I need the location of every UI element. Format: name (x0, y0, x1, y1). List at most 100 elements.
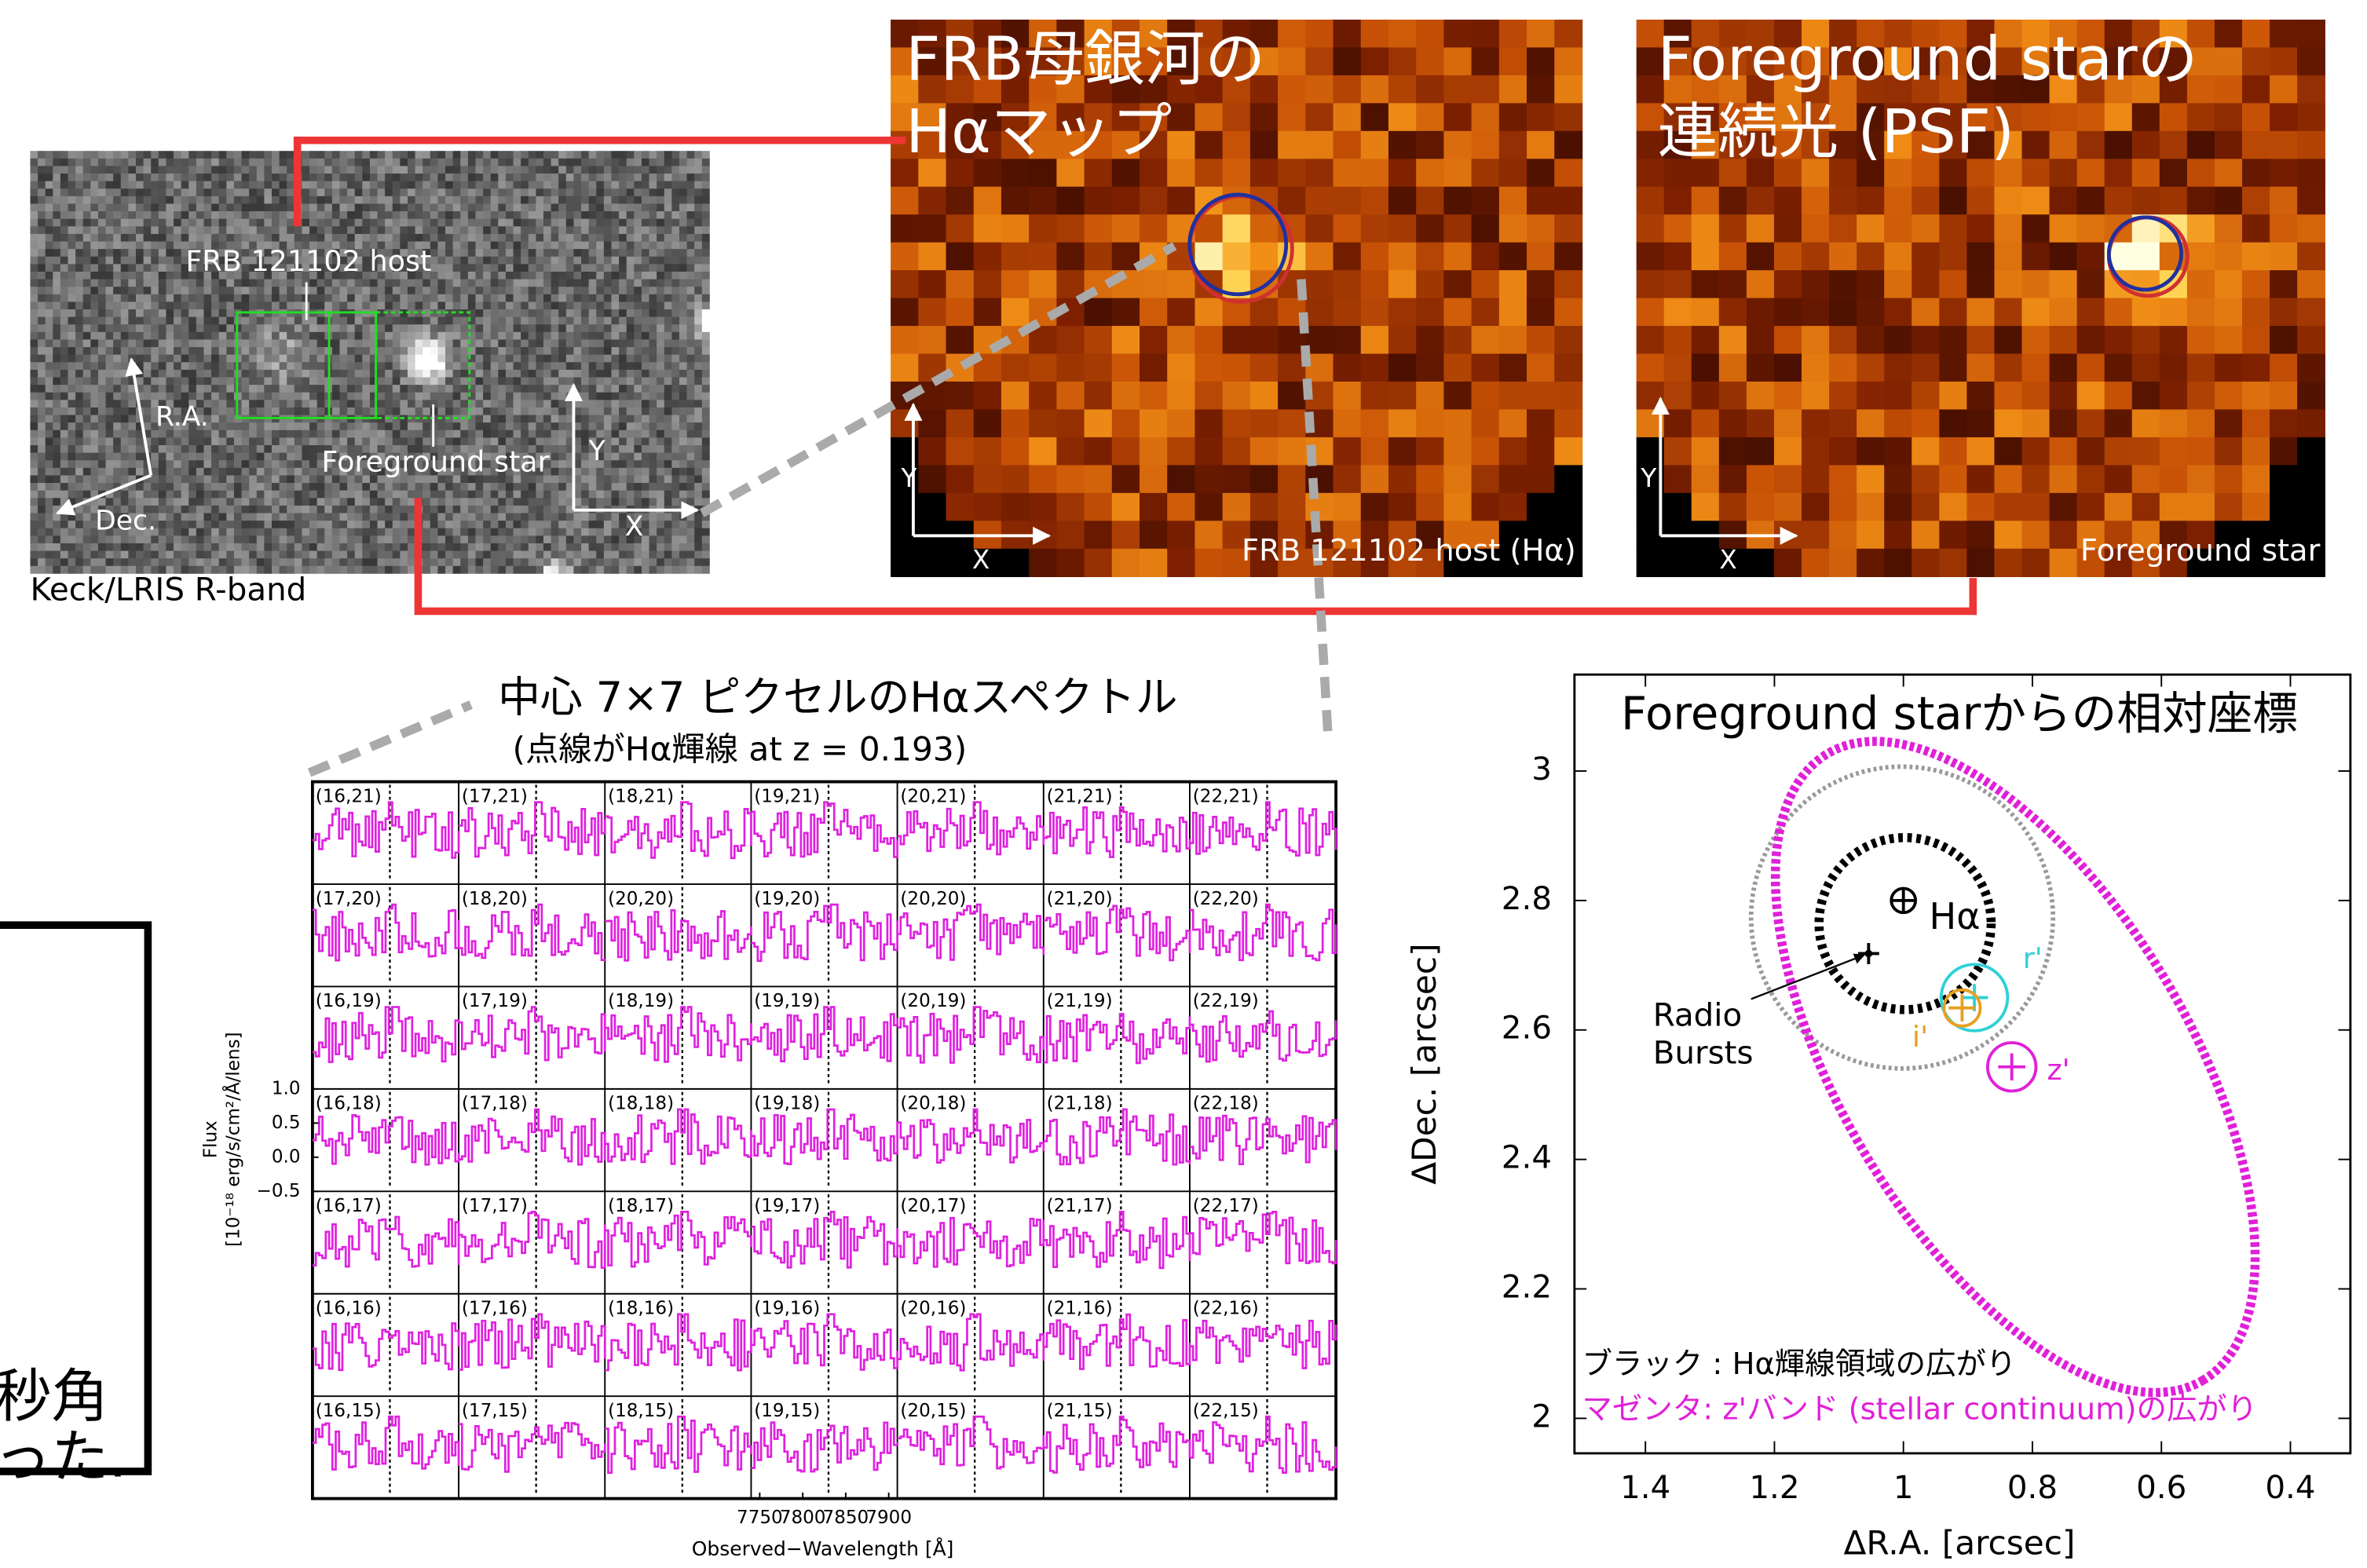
image-pixel (581, 309, 589, 317)
image-pixel (385, 528, 393, 536)
image-pixel (332, 188, 340, 196)
image-pixel (249, 491, 257, 499)
image-pixel (203, 491, 211, 499)
image-pixel (46, 309, 53, 317)
image-pixel (611, 475, 619, 483)
image-pixel (347, 355, 355, 363)
image-pixel (611, 400, 619, 408)
image-pixel (60, 430, 68, 438)
image-pixel (302, 513, 309, 521)
image-pixel (60, 211, 68, 219)
image-pixel (393, 151, 401, 159)
image-pixel (679, 437, 687, 445)
image-pixel (339, 151, 347, 159)
image-pixel (687, 468, 695, 476)
image-pixel (302, 166, 309, 174)
image-pixel (408, 535, 415, 543)
image-pixel (151, 551, 159, 559)
image-pixel (83, 324, 91, 332)
image-pixel (30, 166, 38, 174)
image-pixel (309, 347, 317, 355)
image-pixel (302, 362, 309, 370)
image-pixel (514, 400, 521, 408)
image-pixel (75, 528, 83, 536)
image-pixel (694, 566, 702, 574)
image-pixel (98, 226, 106, 234)
image-pixel (408, 203, 415, 211)
image-pixel (83, 159, 91, 166)
image-pixel (347, 393, 355, 400)
image-pixel (657, 249, 664, 257)
image-pixel (234, 188, 242, 196)
image-pixel (339, 219, 347, 227)
image-pixel (287, 355, 295, 363)
image-pixel (460, 280, 468, 287)
image-pixel (385, 535, 393, 543)
image-pixel (203, 174, 211, 181)
image-pixel (589, 226, 597, 234)
image-pixel (272, 498, 280, 506)
image-pixel (679, 332, 687, 340)
image-pixel (475, 188, 483, 196)
image-pixel (188, 234, 196, 242)
image-pixel (649, 249, 657, 257)
image-pixel (634, 242, 642, 250)
image-pixel (521, 234, 529, 242)
image-pixel (113, 543, 121, 551)
image-pixel (136, 551, 144, 559)
image-pixel (400, 355, 408, 363)
image-pixel (400, 558, 408, 566)
image-pixel (68, 483, 75, 491)
image-pixel (581, 159, 589, 166)
image-pixel (657, 521, 664, 528)
image-pixel (90, 430, 98, 438)
image-pixel (280, 551, 287, 559)
image-pixel (551, 415, 559, 423)
image-pixel (219, 188, 227, 196)
image-pixel (30, 370, 38, 378)
image-pixel (362, 181, 370, 189)
image-pixel (558, 453, 566, 461)
image-pixel (551, 468, 559, 476)
image-pixel (53, 234, 60, 242)
image-pixel (159, 558, 166, 566)
image-pixel (46, 188, 53, 196)
image-pixel (491, 188, 499, 196)
image-pixel (362, 430, 370, 438)
image-pixel (521, 196, 529, 204)
image-pixel (506, 257, 514, 265)
image-pixel (226, 528, 234, 536)
image-pixel (347, 151, 355, 159)
image-pixel (309, 491, 317, 499)
image-pixel (188, 302, 196, 309)
image-pixel (121, 264, 129, 272)
image-pixel (521, 287, 529, 294)
image-pixel (302, 393, 309, 400)
image-pixel (324, 294, 332, 302)
image-pixel (151, 324, 159, 332)
image-pixel (90, 347, 98, 355)
image-pixel (385, 430, 393, 438)
image-pixel (596, 491, 604, 499)
image-pixel (53, 151, 60, 159)
image-pixel (113, 453, 121, 461)
image-pixel (166, 551, 174, 559)
image-pixel (166, 385, 174, 393)
image-pixel (415, 203, 423, 211)
image-pixel (506, 378, 514, 386)
image-pixel (75, 491, 83, 499)
image-pixel (400, 535, 408, 543)
image-pixel (317, 430, 325, 438)
image-pixel (287, 483, 295, 491)
image-pixel (679, 302, 687, 309)
image-pixel (196, 483, 204, 491)
image-pixel (121, 280, 129, 287)
image-pixel (60, 468, 68, 476)
image-pixel (174, 219, 181, 227)
image-pixel (657, 211, 664, 219)
image-pixel (475, 294, 483, 302)
image-pixel (543, 408, 551, 415)
image-pixel (106, 280, 114, 287)
image-pixel (60, 408, 68, 415)
image-pixel (234, 181, 242, 189)
